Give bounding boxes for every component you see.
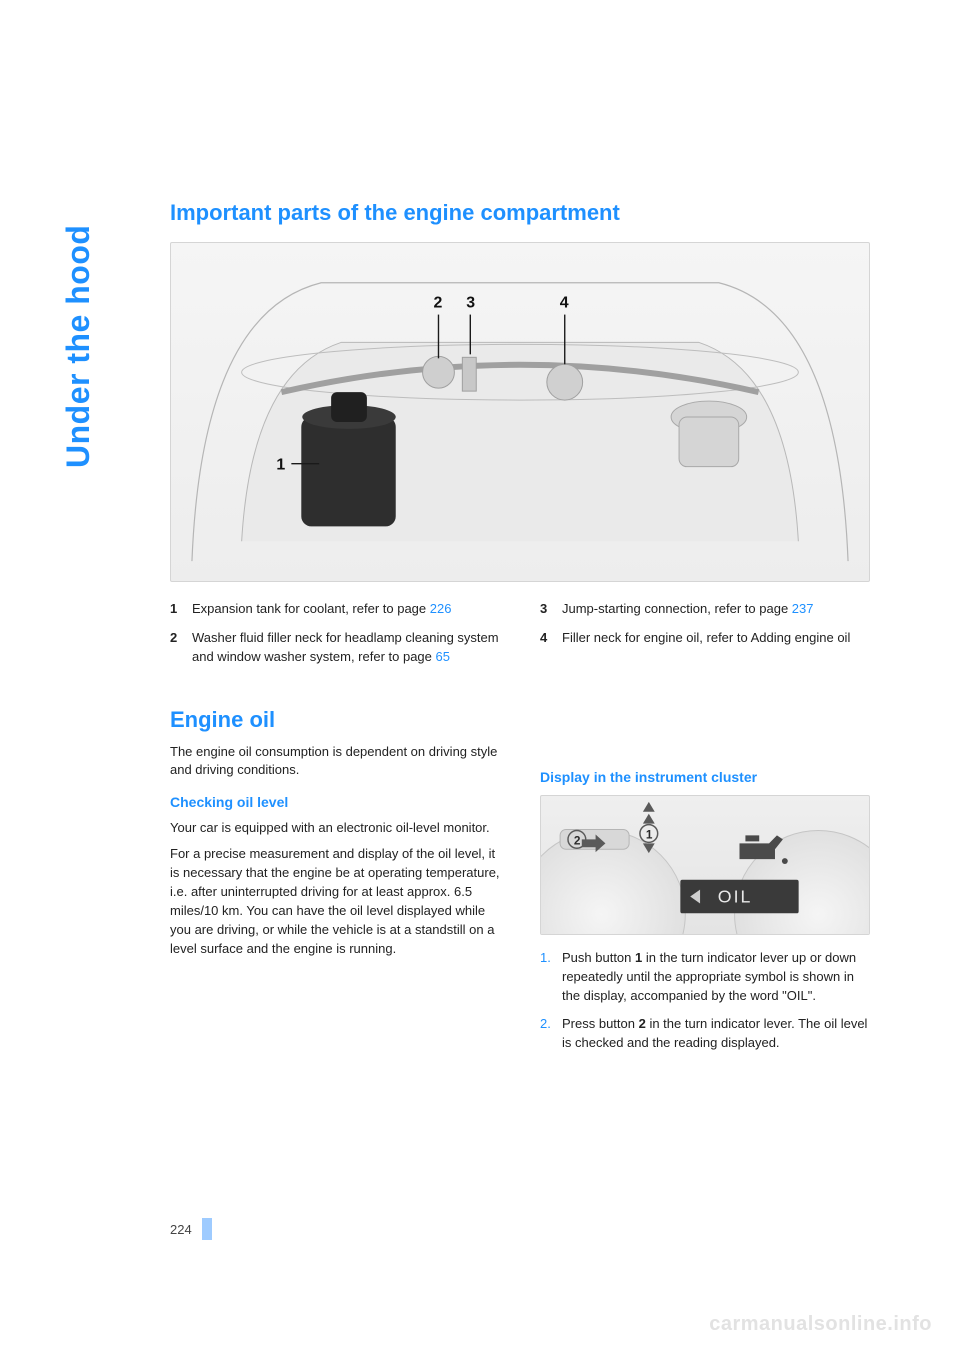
step-number: 2. xyxy=(540,1015,562,1053)
step-number: 1. xyxy=(540,949,562,1006)
page-ref: 237 xyxy=(792,601,814,616)
subheading-checking-oil: Checking oil level xyxy=(170,792,500,812)
step-item: 2. Press button 2 in the turn indicator … xyxy=(540,1015,870,1053)
diagram-label-2: 2 xyxy=(434,295,443,312)
legend-item: 3 Jump-starting connection, refer to pag… xyxy=(540,600,870,619)
page-number: 224 xyxy=(170,1222,192,1237)
page-ref: 226 xyxy=(430,601,452,616)
page-marker xyxy=(202,1218,212,1240)
left-column: The engine oil consumption is dependent … xyxy=(170,743,500,1064)
watermark: carmanualsonline.info xyxy=(709,1313,932,1336)
side-title: Under the hood xyxy=(60,225,97,468)
legend-text: Filler neck for engine oil, refer to Add… xyxy=(562,629,870,648)
content-area: Important parts of the engine compartmen… xyxy=(170,200,870,1063)
paragraph: For a precise measurement and display of… xyxy=(170,845,500,958)
paragraph: Your car is equipped with an electronic … xyxy=(170,819,500,838)
cluster-btn-1: 1 xyxy=(646,827,653,841)
legend-body: Expansion tank for coolant, refer to pag… xyxy=(192,601,430,616)
subheading-display-cluster: Display in the instrument cluster xyxy=(540,767,870,787)
legend-num: 4 xyxy=(540,629,562,648)
legend-text: Jump-starting connection, refer to page … xyxy=(562,600,870,619)
legend-item: 2 Washer fluid filler neck for headlamp … xyxy=(170,629,500,667)
step-text: Push button 1 in the turn indicator leve… xyxy=(562,949,870,1006)
legend-num: 2 xyxy=(170,629,192,667)
diagram-label-3: 3 xyxy=(466,295,475,312)
diagram-label-1: 1 xyxy=(276,457,285,474)
legend-num: 3 xyxy=(540,600,562,619)
paragraph: The engine oil consumption is dependent … xyxy=(170,743,500,781)
legend-item: 1 Expansion tank for coolant, refer to p… xyxy=(170,600,500,619)
cluster-oil-label: OIL xyxy=(718,886,753,906)
legend-text: Expansion tank for coolant, refer to pag… xyxy=(192,600,500,619)
legend-text: Washer fluid filler neck for headlamp cl… xyxy=(192,629,500,667)
right-column: Display in the instrument cluster xyxy=(540,743,870,1064)
diagram-label-4: 4 xyxy=(560,295,569,312)
page-ref: 65 xyxy=(436,649,450,664)
legend-col-right: 3 Jump-starting connection, refer to pag… xyxy=(540,600,870,677)
legend-body: Filler neck for engine oil, refer to Add… xyxy=(562,630,850,645)
legend-col-left: 1 Expansion tank for coolant, refer to p… xyxy=(170,600,500,677)
step-item: 1. Push button 1 in the turn indicator l… xyxy=(540,949,870,1006)
legend-num: 1 xyxy=(170,600,192,619)
step-text: Press button 2 in the turn indicator lev… xyxy=(562,1015,870,1053)
page-number-block: 224 xyxy=(170,1218,212,1240)
heading-important-parts: Important parts of the engine compartmen… xyxy=(170,200,870,226)
legend-body: Jump-starting connection, refer to page xyxy=(562,601,792,616)
engine-compartment-figure: 1 2 3 4 xyxy=(170,242,870,582)
legend: 1 Expansion tank for coolant, refer to p… xyxy=(170,600,870,677)
page: Under the hood Important parts of the en… xyxy=(0,0,960,1358)
legend-item: 4 Filler neck for engine oil, refer to A… xyxy=(540,629,870,648)
heading-engine-oil: Engine oil xyxy=(170,707,870,733)
instrument-cluster-figure: 1 2 OIL xyxy=(540,795,870,935)
legend-body: Washer fluid filler neck for headlamp cl… xyxy=(192,630,499,664)
two-column-body: The engine oil consumption is dependent … xyxy=(170,743,870,1064)
cluster-btn-2: 2 xyxy=(574,833,581,847)
